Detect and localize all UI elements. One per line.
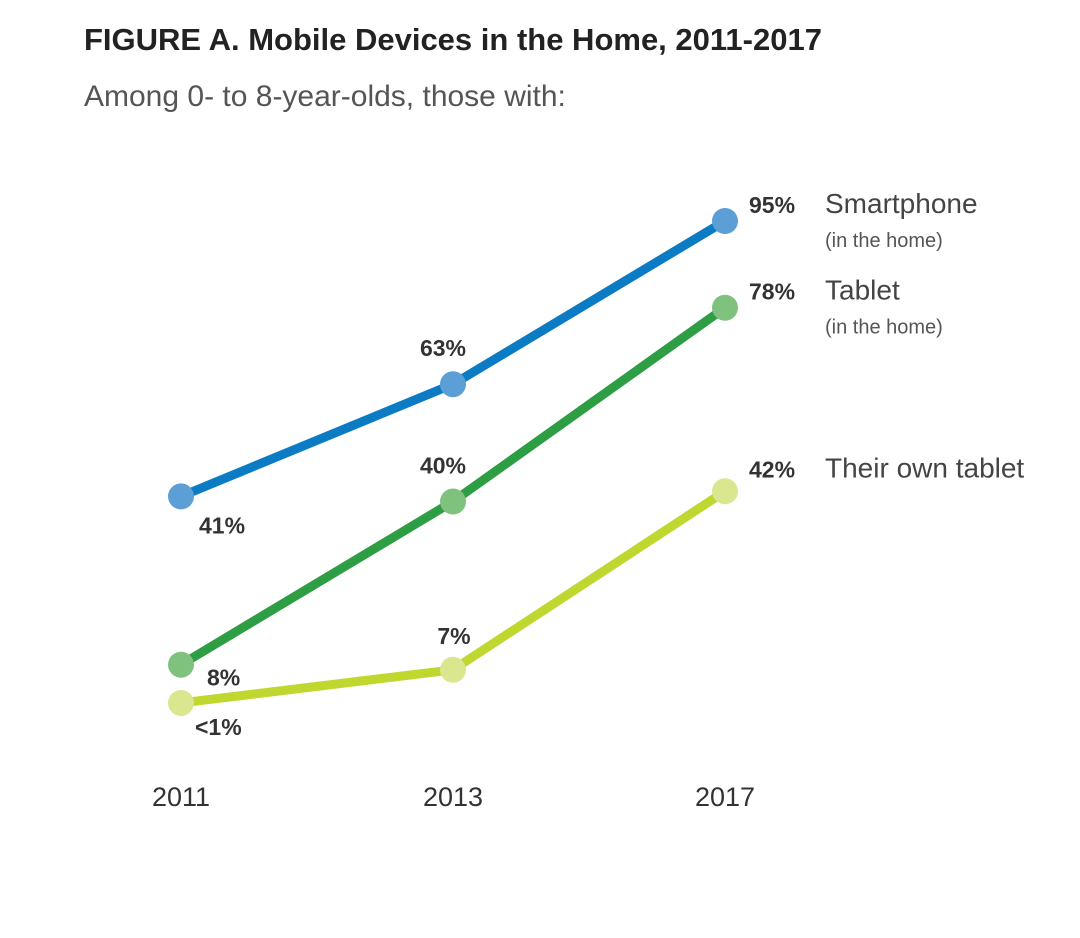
- their-own-tablet-point-2017: [712, 478, 738, 505]
- tablet-value-label-2011: 8%: [207, 665, 240, 691]
- chart-subtitle: Among 0- to 8-year-olds, those with:: [84, 80, 566, 113]
- tablet-value-label-2017: 78%: [749, 279, 795, 305]
- their-own-tablet-value-label-2013: 7%: [437, 623, 470, 649]
- chart-title: FIGURE A. Mobile Devices in the Home, 20…: [84, 22, 822, 57]
- their-own-tablet-point-2011: [168, 689, 194, 716]
- smartphone-series-label: Smartphone: [825, 188, 978, 219]
- tablet-value-label-2013: 40%: [420, 453, 466, 479]
- their-own-tablet-point-2013: [440, 656, 466, 683]
- their-own-tablet-value-label-2011: <1%: [195, 714, 242, 740]
- x-tick-2013: 2013: [423, 782, 483, 812]
- smartphone-series-note: (in the home): [825, 230, 943, 252]
- their-own-tablet-series-label: Their own tablet: [825, 452, 1024, 483]
- tablet-point-2017: [712, 294, 738, 321]
- smartphone-point-2017: [712, 208, 738, 234]
- smartphone-point-2011: [168, 483, 194, 510]
- smartphone-value-label-2011: 41%: [199, 512, 245, 538]
- x-tick-2017: 2017: [695, 782, 755, 812]
- tablet-point-2013: [440, 488, 466, 515]
- x-tick-2011: 2011: [152, 782, 210, 812]
- tablet-series-note: (in the home): [825, 317, 943, 339]
- their-own-tablet-value-label-2017: 42%: [749, 456, 795, 482]
- smartphone-value-label-2017: 95%: [749, 192, 795, 218]
- tablet-series-label: Tablet: [825, 275, 900, 306]
- tablet-line: [176, 303, 730, 670]
- smartphone-point-2013: [440, 371, 466, 398]
- tablet-point-2011: [168, 651, 194, 678]
- smartphone-value-label-2013: 63%: [420, 335, 466, 361]
